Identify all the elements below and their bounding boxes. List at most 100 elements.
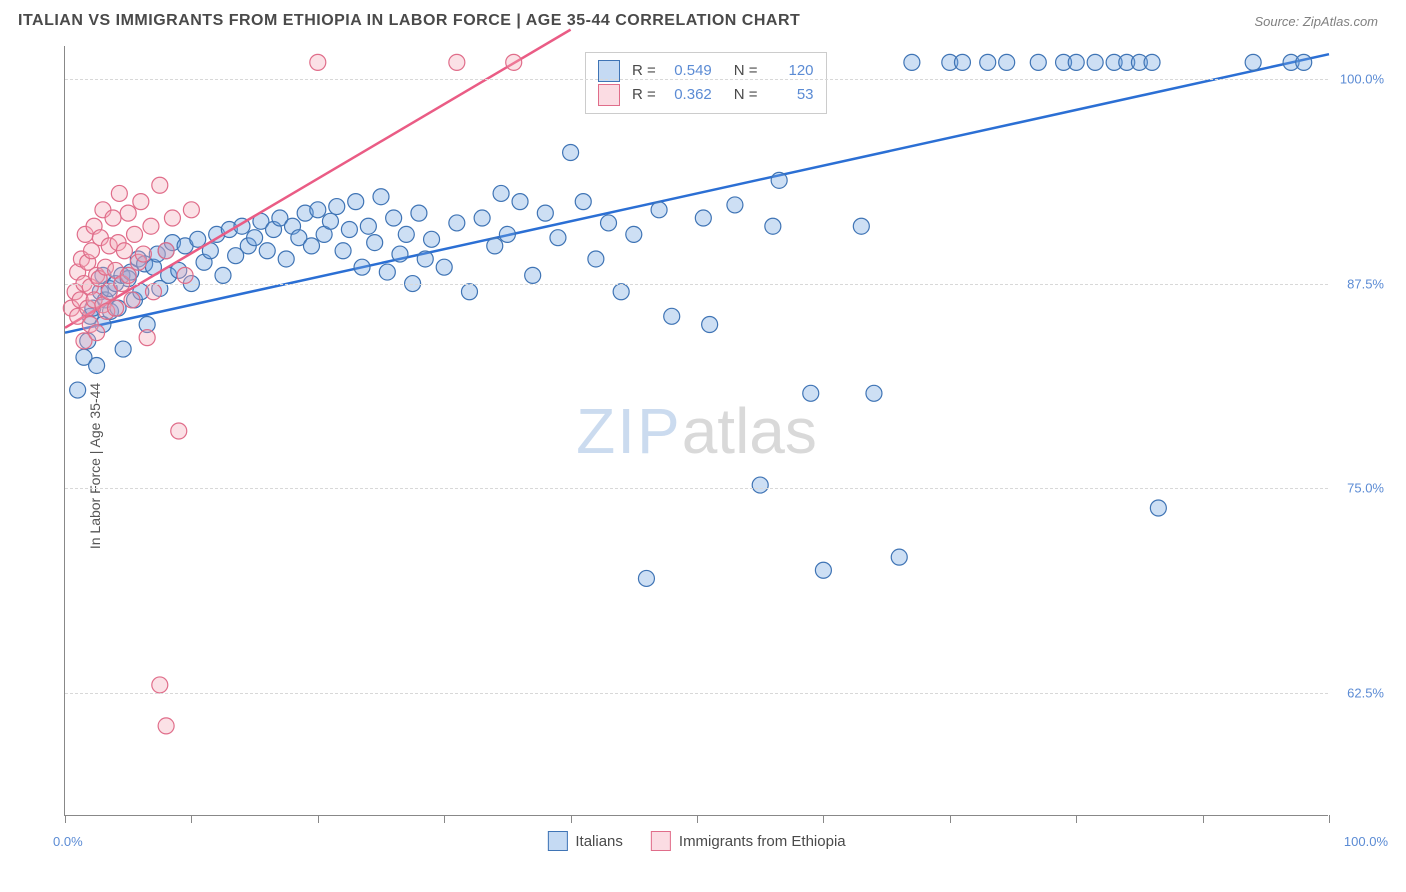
data-point (626, 226, 642, 242)
data-point (360, 218, 376, 234)
legend-label: Italians (575, 833, 623, 850)
data-point (449, 215, 465, 231)
data-point (152, 177, 168, 193)
data-point (115, 341, 131, 357)
data-point (506, 54, 522, 70)
data-point (499, 226, 515, 242)
data-point (108, 300, 124, 316)
x-tick (1329, 815, 1330, 823)
data-point (398, 226, 414, 242)
data-point (111, 185, 127, 201)
data-point (664, 308, 680, 324)
x-tick (318, 815, 319, 823)
data-point (1030, 54, 1046, 70)
data-point (436, 259, 452, 275)
data-point (601, 215, 617, 231)
x-tick (571, 815, 572, 823)
data-point (525, 267, 541, 283)
data-point (449, 54, 465, 70)
data-point (310, 54, 326, 70)
data-point (613, 284, 629, 300)
data-point (392, 246, 408, 262)
data-point (702, 317, 718, 333)
data-point (348, 194, 364, 210)
data-point (493, 185, 509, 201)
data-point (1144, 54, 1160, 70)
data-point (89, 325, 105, 341)
gridline (65, 284, 1328, 285)
x-tick (444, 815, 445, 823)
data-point (954, 54, 970, 70)
legend-swatch (598, 84, 620, 106)
data-point (474, 210, 490, 226)
legend-stats-row: R = 0.362 N = 53 (598, 83, 814, 107)
legend-stats-box: R =0.549N =120R =0.362N =53 (585, 52, 827, 114)
data-point (891, 549, 907, 565)
data-point (158, 718, 174, 734)
data-point (461, 284, 477, 300)
data-point (124, 292, 140, 308)
y-tick-label: 100.0% (1340, 71, 1384, 86)
legend-label: Immigrants from Ethiopia (679, 833, 846, 850)
chart-title: ITALIAN VS IMMIGRANTS FROM ETHIOPIA IN L… (18, 12, 800, 30)
data-point (135, 246, 151, 262)
legend-r-label: R = (632, 83, 656, 107)
x-tick (191, 815, 192, 823)
data-point (127, 226, 143, 242)
x-axis-max-label: 100.0% (1344, 834, 1388, 849)
data-point (752, 477, 768, 493)
data-point (89, 357, 105, 373)
legend-n-label: N = (734, 83, 758, 107)
data-point (487, 238, 503, 254)
data-point (303, 238, 319, 254)
plot-region: ZIPatlas R =0.549N =120R =0.362N =53 Ita… (64, 46, 1328, 816)
data-point (853, 218, 869, 234)
data-point (310, 202, 326, 218)
data-point (105, 210, 121, 226)
data-point (367, 235, 383, 251)
legend-bottom: Italians Immigrants from Ethiopia (547, 831, 845, 851)
data-point (152, 677, 168, 693)
data-point (588, 251, 604, 267)
legend-r-value: 0.362 (668, 83, 712, 107)
data-point (904, 54, 920, 70)
chart-svg (65, 46, 1328, 815)
data-point (183, 202, 199, 218)
chart-header: ITALIAN VS IMMIGRANTS FROM ETHIOPIA IN L… (0, 0, 1406, 38)
data-point (373, 189, 389, 205)
legend-n-value: 53 (770, 83, 814, 107)
data-point (575, 194, 591, 210)
data-point (335, 243, 351, 259)
data-point (424, 231, 440, 247)
y-tick-label: 75.0% (1347, 481, 1384, 496)
data-point (1150, 500, 1166, 516)
data-point (120, 205, 136, 221)
gridline (65, 488, 1328, 489)
data-point (322, 213, 338, 229)
x-tick (823, 815, 824, 823)
data-point (133, 194, 149, 210)
data-point (550, 230, 566, 246)
x-tick (1076, 815, 1077, 823)
data-point (171, 423, 187, 439)
data-point (771, 172, 787, 188)
data-point (70, 382, 86, 398)
data-point (158, 243, 174, 259)
legend-swatch (651, 831, 671, 851)
data-point (512, 194, 528, 210)
data-point (803, 385, 819, 401)
data-point (815, 562, 831, 578)
data-point (727, 197, 743, 213)
data-point (379, 264, 395, 280)
legend-item: Immigrants from Ethiopia (651, 831, 846, 851)
legend-swatch (547, 831, 567, 851)
data-point (1068, 54, 1084, 70)
data-point (215, 267, 231, 283)
data-point (143, 218, 159, 234)
x-axis-min-label: 0.0% (53, 834, 83, 849)
data-point (278, 251, 294, 267)
data-point (411, 205, 427, 221)
data-point (354, 259, 370, 275)
data-point (866, 385, 882, 401)
data-point (145, 284, 161, 300)
